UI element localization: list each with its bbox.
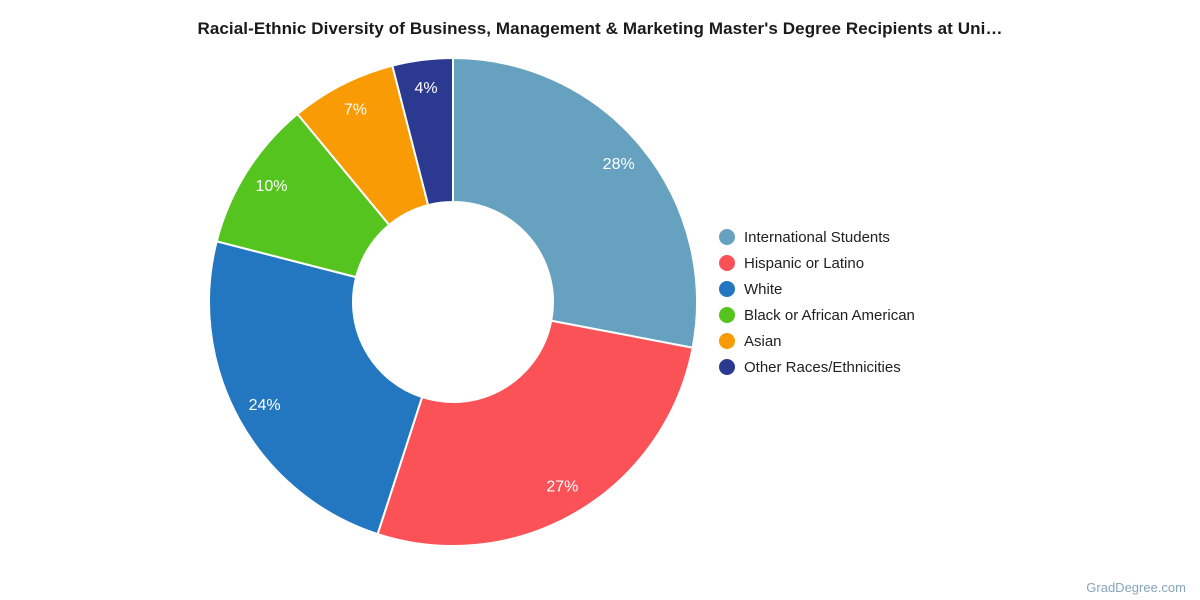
pie-slice[interactable] [376, 319, 694, 548]
watermark-link[interactable]: GradDegree.com [1086, 580, 1186, 595]
legend-item-hispanic-or-latino[interactable]: Hispanic or Latino [719, 250, 915, 276]
legend-item-white[interactable]: White [719, 276, 915, 302]
pie-slice-label: 7% [344, 102, 367, 119]
legend-dot-icon [719, 281, 735, 297]
legend-item-black-or-african-american[interactable]: Black or African American [719, 302, 915, 328]
pie-slice-label: 4% [415, 80, 438, 97]
pie-slice[interactable] [452, 57, 698, 349]
legend-dot-icon [719, 307, 735, 323]
legend-item-international-students[interactable]: International Students [719, 224, 915, 250]
legend-label: Other Races/Ethnicities [744, 358, 901, 376]
pie-slice[interactable] [391, 57, 454, 207]
pie-slice-label: 27% [546, 478, 578, 495]
legend-label: International Students [744, 228, 890, 246]
pie-slice[interactable] [208, 240, 424, 536]
legend-dot-icon [719, 255, 735, 271]
chart-title: Racial-Ethnic Diversity of Business, Man… [197, 19, 1003, 38]
legend-label: White [744, 280, 783, 298]
legend-dot-icon [719, 359, 735, 375]
legend-item-asian[interactable]: Asian [719, 328, 915, 354]
legend-label: Black or African American [744, 306, 915, 324]
legend-dot-icon [719, 229, 735, 245]
pie-slice-label: 28% [603, 156, 635, 173]
legend-item-other-races-ethnicities[interactable]: Other Races/Ethnicities [719, 354, 915, 380]
legend-label: Hispanic or Latino [744, 254, 865, 272]
legend-dot-icon [719, 333, 735, 349]
pie-slice-label: 10% [255, 178, 287, 195]
legend-label: Asian [744, 332, 782, 350]
chart-legend: International Students Hispanic or Latin… [719, 224, 915, 380]
pie-slice-label: 24% [249, 397, 281, 414]
